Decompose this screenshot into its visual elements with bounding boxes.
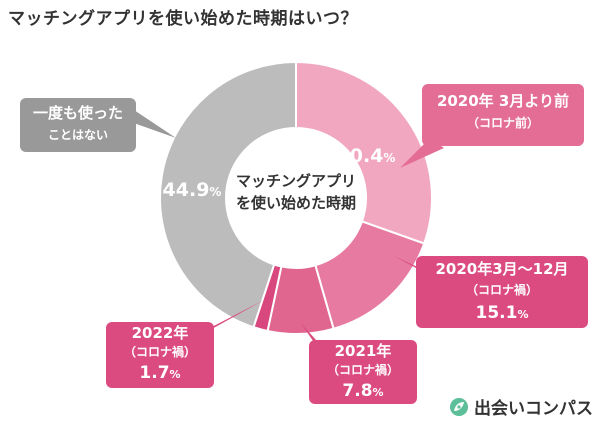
slice-label: ことはない: [48, 128, 108, 142]
slice-label: （コロナ禍）: [124, 344, 196, 359]
brand-logo: 出会いコンパス: [449, 394, 593, 419]
slice-value: 15.1%: [476, 303, 529, 323]
slice-value: 7.8%: [342, 381, 383, 401]
callout-label: 2022年 （コロナ禍） 1.7%: [106, 300, 264, 388]
callout-label: 2020年 3月より前 （コロナ前）: [400, 84, 584, 168]
slice-label: （コロナ禍）: [327, 362, 399, 377]
pie-slice: [314, 220, 426, 330]
slice-value: 1.7%: [139, 363, 180, 383]
slice-label: （コロナ前）: [467, 115, 539, 130]
pie-slice: [295, 60, 433, 245]
callout-label: 2021年 （コロナ禍） 7.8%: [300, 322, 417, 404]
slice-value: 30.4%: [337, 145, 396, 167]
slice-label: 2021年: [335, 342, 392, 360]
slice-label: 2020年3月〜12月: [435, 260, 568, 278]
center-label-line-2: を使い始めた時期: [236, 194, 356, 212]
brand-name: 出会いコンパス: [474, 399, 593, 419]
page-title: マッチングアプリを使い始めた時期はいつ？: [8, 9, 358, 29]
slice-value: 44.9%: [163, 179, 222, 201]
center-label-line-1: マッチングアプリ: [236, 172, 356, 190]
pie-slice: [159, 60, 297, 329]
callout-label: 2020年3月〜12月 （コロナ禍） 15.1%: [394, 256, 588, 328]
slice-label: 一度も使った: [33, 104, 123, 122]
slice-label: （コロナ禍）: [466, 282, 538, 297]
slice-label: 2020年 3月より前: [437, 92, 569, 110]
compass-leaf-icon: [450, 397, 468, 416]
slice-label: 2022年: [132, 324, 189, 342]
